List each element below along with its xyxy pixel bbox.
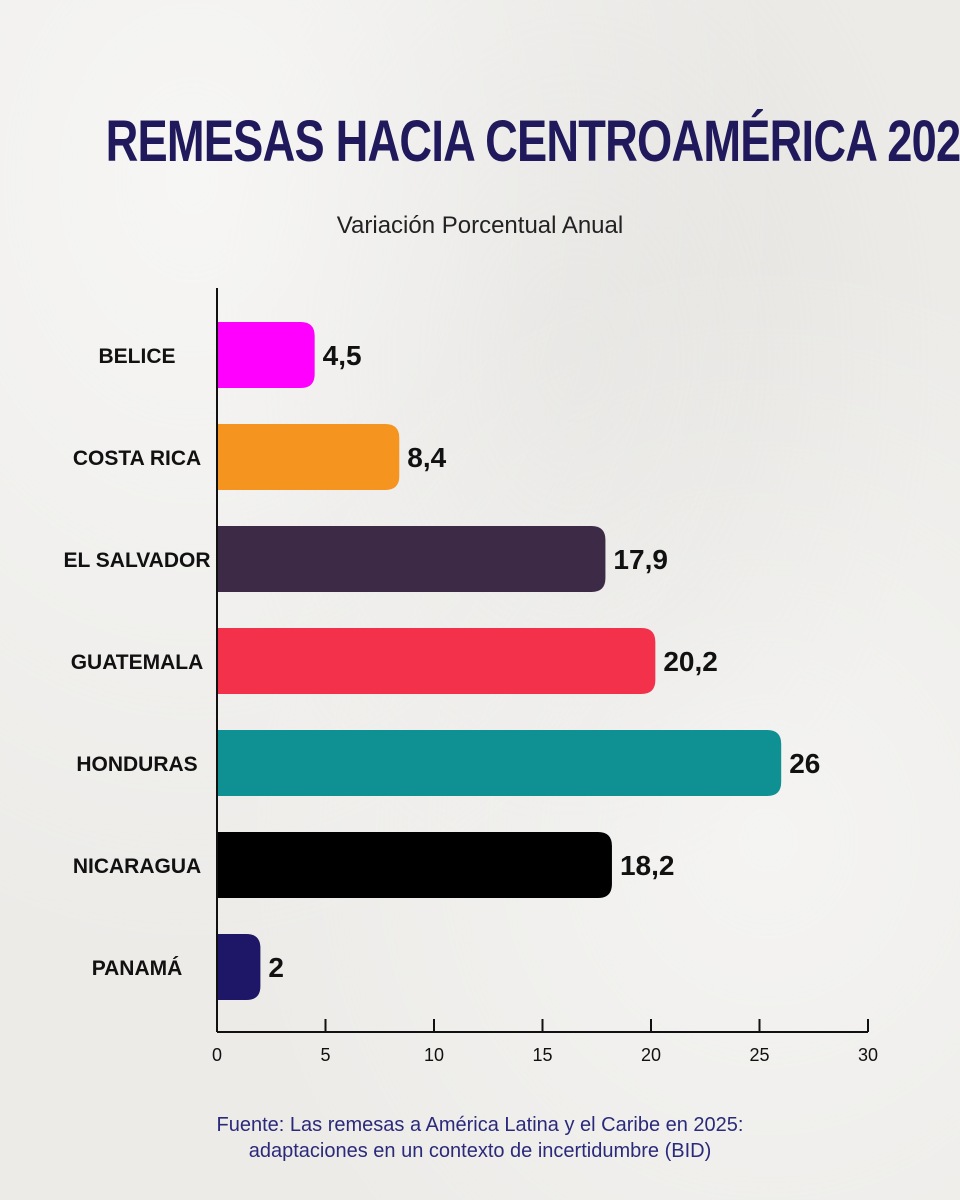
x-tick-label: 20 [641,1045,661,1065]
bar-1 [217,424,400,490]
x-tick-label: 30 [858,1045,878,1065]
x-tick-label: 15 [532,1045,552,1065]
bar-6 [217,934,261,1000]
value-label: 2 [268,952,284,983]
category-label: NICARAGUA [73,855,201,878]
category-label: BELICE [98,345,175,368]
x-tick-label: 5 [320,1045,330,1065]
value-label: 18,2 [620,850,675,881]
x-tick-label: 10 [424,1045,444,1065]
x-tick-label: 0 [212,1045,222,1065]
value-label: 20,2 [663,646,718,677]
source-note: Fuente: Las remesas a América Latina y e… [0,1112,960,1164]
value-label: 4,5 [323,340,362,371]
bar-3 [217,628,656,694]
value-label: 26 [789,748,820,779]
value-label: 17,9 [613,544,668,575]
category-label: COSTA RICA [73,447,201,470]
x-tick-label: 25 [749,1045,769,1065]
bar-2 [217,526,606,592]
value-label: 8,4 [407,442,446,473]
chart-title: REMESAS HACIA CENTROAMÉRICA 2025 [105,109,960,174]
category-label: EL SALVADOR [63,549,210,572]
bar-4 [217,730,782,796]
category-label: GUATEMALA [71,651,204,674]
bar-5 [217,832,612,898]
bar-0 [217,322,315,388]
source-line-1: Fuente: Las remesas a América Latina y e… [216,1114,744,1136]
category-label: PANAMÁ [92,957,183,980]
category-label: HONDURAS [76,753,197,776]
source-line-2: adaptaciones en un contexto de incertidu… [248,1140,712,1162]
chart-subtitle: Variación Porcentual Anual [336,212,624,239]
